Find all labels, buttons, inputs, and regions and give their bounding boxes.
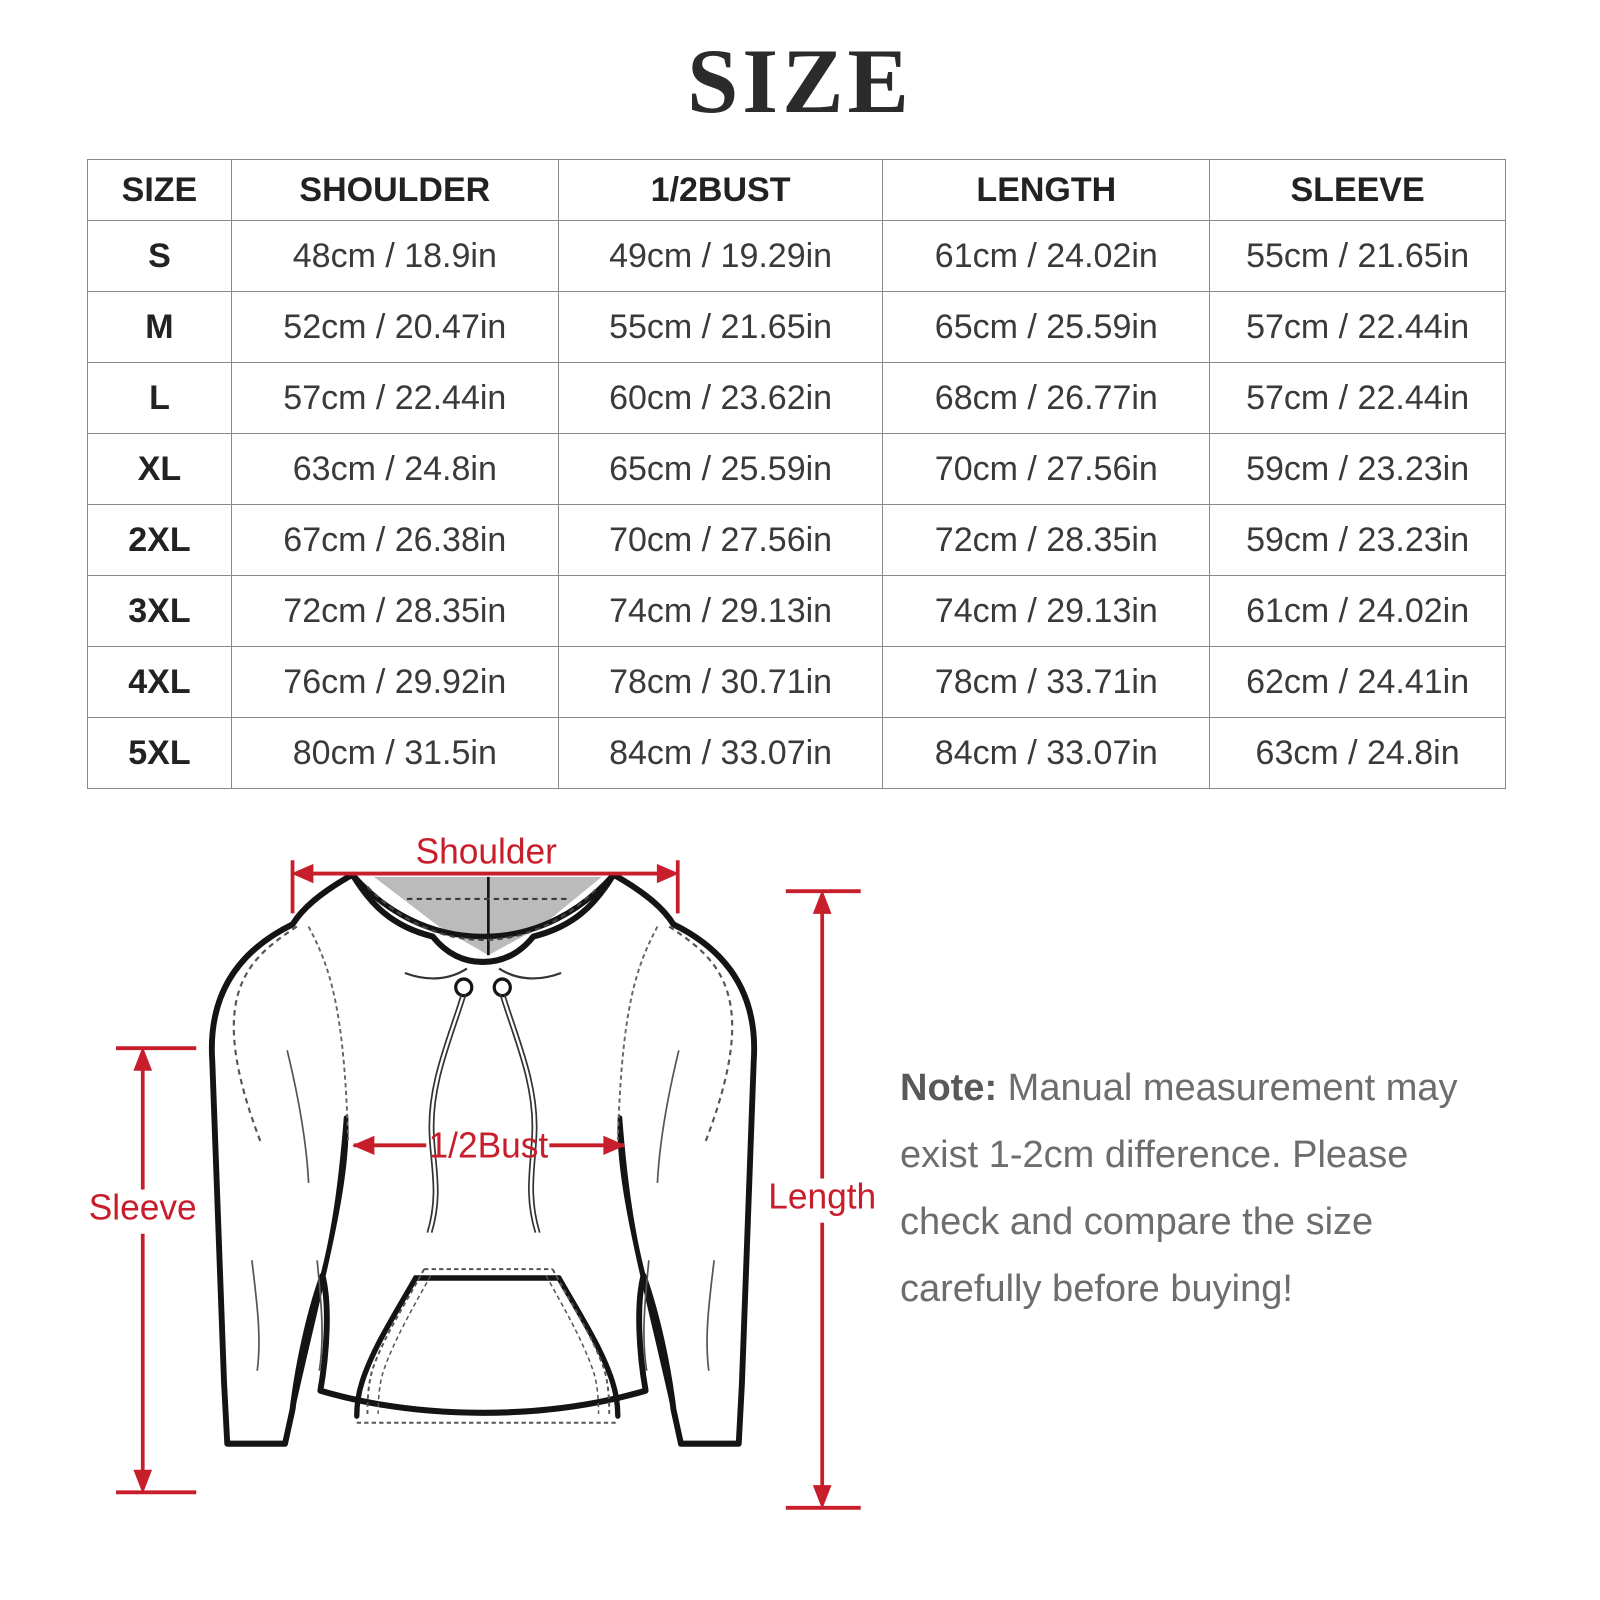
svg-text:Length: Length <box>768 1176 876 1217</box>
svg-text:1/2Bust: 1/2Bust <box>429 1125 549 1166</box>
svg-text:Shoulder: Shoulder <box>416 831 557 872</box>
svg-text:Sleeve: Sleeve <box>89 1187 197 1228</box>
